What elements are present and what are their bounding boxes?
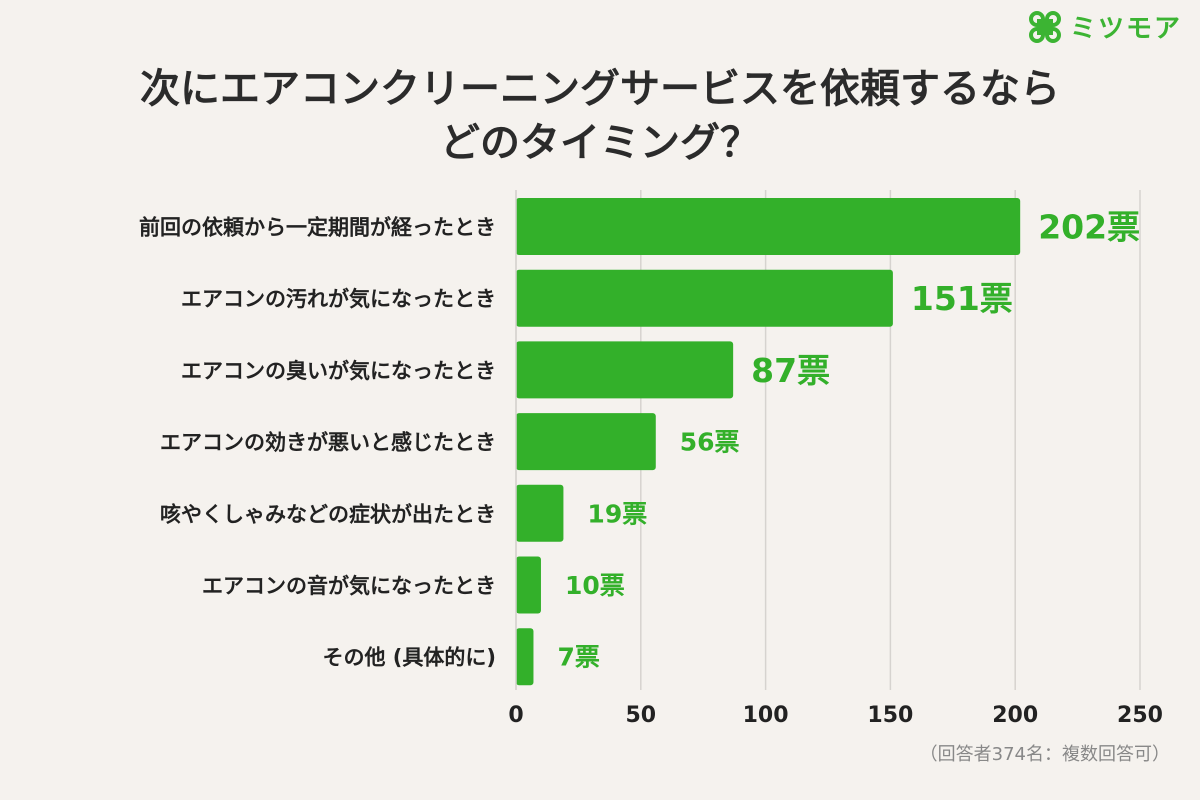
category-label-3: エアコンの効きが悪いと感じたとき [160, 431, 496, 455]
value-label-3: 56票 [680, 428, 740, 457]
x-tick-label-0: 0 [508, 703, 523, 728]
bar-3 [516, 413, 656, 471]
x-tick-label-4: 200 [992, 703, 1038, 728]
brand-logo: ミツモア [1028, 8, 1182, 45]
bar-5 [516, 556, 541, 614]
x-tick-label-3: 150 [867, 703, 913, 728]
category-label-2: エアコンの臭いが気になったとき [181, 359, 496, 383]
category-label-6: その他 (具体的に) [322, 646, 496, 670]
bar-6 [516, 628, 534, 686]
value-label-2: 87票 [751, 351, 830, 390]
value-label-1: 151票 [911, 279, 1013, 318]
respondent-note: （回答者374名：複数回答可） [919, 744, 1170, 765]
bar-2 [516, 341, 734, 399]
x-tick-label-2: 100 [743, 703, 789, 728]
value-label-0: 202票 [1038, 208, 1140, 247]
category-label-4: 咳やくしゃみなどの症状が出たとき [160, 502, 496, 526]
chart-title-line-2: どのタイミング？ [440, 120, 760, 166]
value-label-6: 7票 [557, 643, 599, 672]
value-label-5: 10票 [565, 571, 625, 600]
brand-mark-icon [1028, 10, 1061, 43]
chart-title: 次にエアコンクリーニングサービスを依頼するなら どのタイミング？ [0, 62, 1200, 170]
chart-title-line-1: 次にエアコンクリーニングサービスを依頼するなら [140, 66, 1060, 112]
value-label-4: 19票 [587, 499, 647, 528]
x-tick-label-1: 50 [625, 703, 656, 728]
category-label-0: 前回の依頼から一定期間が経ったとき [139, 216, 496, 240]
x-tick-label-5: 250 [1117, 703, 1163, 728]
brand-name: ミツモア [1069, 14, 1182, 44]
bar-4 [516, 484, 564, 542]
bar-0 [516, 198, 1021, 255]
bar-1 [516, 269, 893, 327]
category-label-1: エアコンの汚れが気になったとき [181, 287, 496, 311]
category-label-5: エアコンの音が気になったとき [202, 574, 496, 598]
